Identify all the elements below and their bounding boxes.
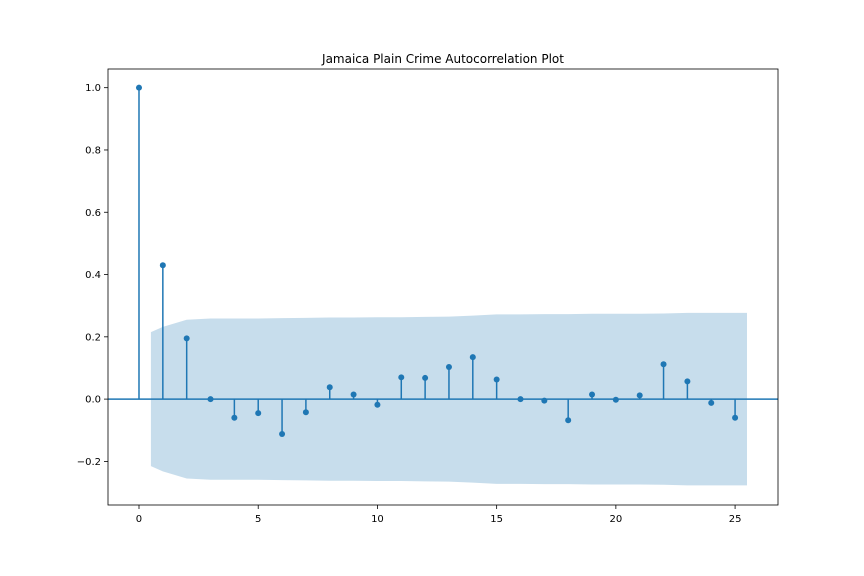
marker-lag-10 xyxy=(374,401,381,408)
marker-lag-0 xyxy=(135,84,142,91)
marker-lag-4 xyxy=(231,414,238,421)
y-tick-label: 1.0 xyxy=(85,83,101,94)
marker-lag-7 xyxy=(302,409,309,416)
marker-lag-11 xyxy=(398,374,405,381)
x-tick-label: 25 xyxy=(729,514,742,525)
marker-lag-24 xyxy=(708,399,715,406)
markers-layer xyxy=(135,84,739,437)
marker-lag-1 xyxy=(159,262,166,269)
x-tick-label: 5 xyxy=(255,514,261,525)
x-tick-label: 0 xyxy=(136,514,142,525)
x-tick-label: 20 xyxy=(609,514,622,525)
marker-lag-15 xyxy=(493,376,500,383)
marker-lag-23 xyxy=(684,378,691,385)
marker-lag-22 xyxy=(660,361,667,368)
y-tick-label: 0.0 xyxy=(85,395,101,406)
marker-lag-16 xyxy=(517,396,524,403)
y-tick-label: 0.8 xyxy=(85,145,101,156)
marker-lag-13 xyxy=(445,364,452,371)
y-tick-label: 0.6 xyxy=(85,208,101,219)
marker-lag-9 xyxy=(350,391,357,398)
y-tick-label: −0.2 xyxy=(77,457,101,468)
y-tick-label: 0.2 xyxy=(85,332,101,343)
y-axis-ticks: −0.2 0.0 0.2 0.4 0.6 0.8 1.0 xyxy=(77,83,108,468)
marker-lag-12 xyxy=(422,374,429,381)
marker-lag-14 xyxy=(469,354,476,361)
marker-lag-6 xyxy=(279,430,286,437)
x-tick-label: 10 xyxy=(371,514,384,525)
marker-lag-5 xyxy=(255,410,262,417)
marker-lag-8 xyxy=(326,384,333,391)
marker-lag-19 xyxy=(589,391,596,398)
marker-lag-18 xyxy=(565,417,572,424)
marker-lag-2 xyxy=(183,335,190,342)
x-tick-label: 15 xyxy=(490,514,503,525)
x-axis-ticks: 0 5 10 15 20 25 xyxy=(136,505,742,525)
chart-title: Jamaica Plain Crime Autocorrelation Plot xyxy=(321,52,564,66)
marker-lag-20 xyxy=(612,396,619,403)
plot-frame xyxy=(107,68,779,506)
y-tick-label: 0.4 xyxy=(85,270,101,281)
marker-lag-21 xyxy=(636,392,643,399)
marker-lag-25 xyxy=(732,414,739,421)
marker-lag-17 xyxy=(541,397,548,404)
marker-lag-3 xyxy=(207,396,214,403)
